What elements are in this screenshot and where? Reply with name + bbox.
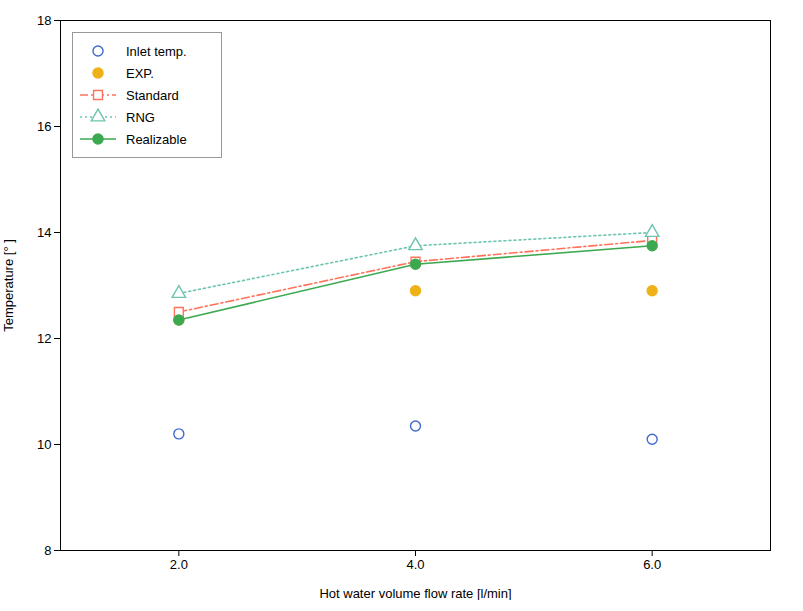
svg-text:Inlet temp.: Inlet temp. — [126, 44, 187, 59]
svg-text:8: 8 — [44, 543, 51, 558]
svg-text:12: 12 — [37, 331, 51, 346]
svg-text:14: 14 — [37, 225, 51, 240]
svg-text:Hot water volume flow rate [l/: Hot water volume flow rate [l/min] — [319, 586, 511, 601]
svg-text:Temperature [° ]: Temperature [° ] — [1, 239, 16, 332]
svg-text:18: 18 — [37, 13, 51, 28]
svg-text:6.0: 6.0 — [643, 557, 661, 572]
svg-text:4.0: 4.0 — [406, 557, 424, 572]
svg-text:10: 10 — [37, 437, 51, 452]
svg-text:Standard: Standard — [126, 88, 179, 103]
svg-text:Realizable: Realizable — [126, 132, 187, 147]
svg-text:16: 16 — [37, 119, 51, 134]
svg-text:RNG: RNG — [126, 110, 155, 125]
svg-text:EXP.: EXP. — [126, 66, 154, 81]
svg-text:2.0: 2.0 — [170, 557, 188, 572]
